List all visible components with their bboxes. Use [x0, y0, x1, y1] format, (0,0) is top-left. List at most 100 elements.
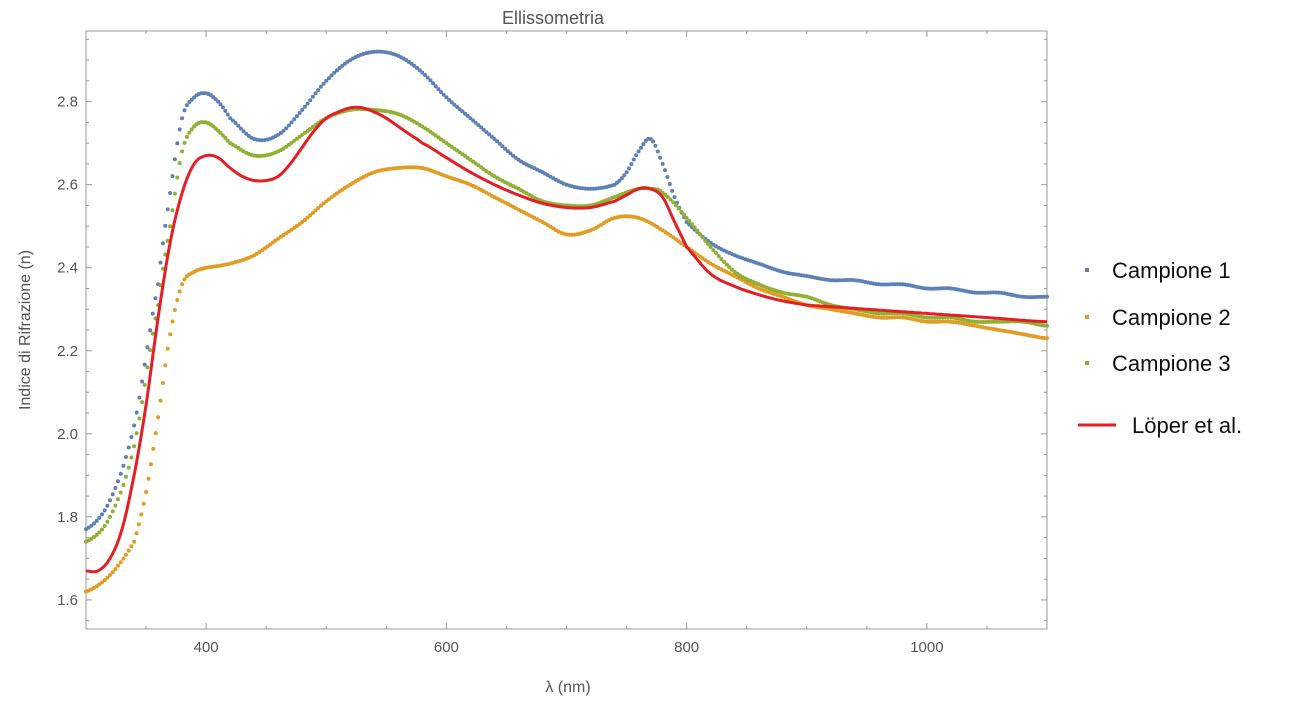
data-point — [145, 365, 150, 370]
data-point — [684, 215, 689, 220]
data-point — [142, 362, 147, 367]
data-point — [663, 192, 668, 197]
data-point — [714, 251, 718, 255]
data-point — [165, 238, 170, 243]
data-point — [184, 134, 189, 139]
data-point — [310, 210, 315, 215]
data-point — [479, 125, 484, 130]
data-point — [129, 455, 134, 460]
data-point — [455, 105, 460, 109]
y-tick-label: 2.4 — [57, 260, 78, 277]
data-point — [660, 161, 665, 166]
data-point — [216, 99, 221, 104]
legend-label: Campione 1 — [1112, 258, 1231, 283]
data-point — [695, 228, 700, 233]
data-point — [129, 544, 134, 549]
data-point — [108, 514, 112, 519]
x-tick-label: 800 — [674, 639, 699, 656]
data-point — [105, 519, 110, 524]
data-point — [172, 157, 177, 162]
data-point — [223, 108, 228, 113]
data-point — [334, 68, 339, 73]
data-point — [116, 563, 120, 568]
data-point — [182, 140, 187, 145]
data-point — [289, 120, 294, 125]
data-point — [449, 100, 454, 105]
data-point — [286, 123, 291, 128]
data-point — [126, 465, 131, 470]
data-point — [236, 123, 241, 128]
data-point — [313, 91, 318, 96]
data-point — [100, 580, 104, 585]
data-point — [423, 73, 427, 77]
data-point — [168, 191, 173, 195]
data-point — [163, 363, 168, 368]
data-point — [225, 112, 230, 117]
data-point — [653, 143, 658, 148]
data-point — [641, 142, 646, 147]
data-point — [175, 175, 180, 180]
data-point — [302, 217, 307, 222]
data-point — [473, 120, 478, 125]
series-3 — [84, 107, 1049, 544]
data-point — [627, 166, 631, 171]
data-point — [508, 151, 513, 156]
data-point — [132, 539, 137, 544]
data-point — [118, 471, 123, 476]
data-point — [497, 141, 502, 146]
data-point — [134, 531, 139, 536]
data-point — [292, 117, 297, 122]
data-point — [156, 415, 161, 420]
data-point — [468, 116, 473, 121]
data-point — [690, 222, 694, 227]
data-point — [132, 444, 137, 449]
data-point — [1045, 294, 1049, 299]
data-point — [132, 423, 137, 428]
data-point — [124, 552, 128, 557]
data-point — [165, 207, 170, 212]
data-point — [116, 497, 120, 502]
data-point — [617, 178, 622, 183]
data-point — [415, 66, 419, 70]
legend: Campione 1 Campione 2 Campione 3 Löper et a… — [1078, 258, 1242, 438]
data-point — [158, 260, 163, 265]
data-point — [719, 257, 724, 261]
data-point — [218, 102, 223, 107]
data-point — [121, 483, 126, 487]
data-point — [417, 68, 422, 73]
data-point — [655, 149, 660, 154]
data-point — [177, 289, 182, 294]
data-point — [500, 144, 505, 149]
data-point — [220, 133, 225, 138]
data-point — [511, 153, 516, 158]
data-point — [503, 146, 508, 151]
data-point — [126, 548, 131, 553]
data-point — [97, 515, 102, 520]
data-point — [305, 101, 310, 106]
data-point — [289, 140, 294, 145]
data-point — [326, 76, 331, 81]
data-point — [180, 149, 185, 154]
data-point — [170, 208, 175, 213]
legend-item: Campione 1 — [1085, 258, 1231, 283]
data-point — [137, 395, 142, 400]
data-point — [140, 379, 145, 384]
data-point — [118, 490, 123, 495]
legend-label: Löper et al. — [1132, 413, 1242, 438]
legend-item: Campione 2 — [1085, 305, 1231, 330]
data-point — [116, 479, 120, 484]
data-point — [1045, 323, 1049, 328]
data-point — [150, 331, 155, 336]
data-point — [431, 81, 435, 86]
data-point — [665, 175, 670, 179]
data-point — [139, 512, 144, 517]
data-point — [100, 512, 104, 517]
data-point — [730, 267, 734, 272]
data-point — [165, 346, 170, 351]
data-point — [124, 474, 128, 479]
data-point — [223, 135, 228, 140]
data-point — [105, 575, 110, 580]
data-point — [457, 107, 462, 112]
data-point — [148, 348, 153, 353]
y-tick-label: 2.6 — [57, 177, 78, 194]
